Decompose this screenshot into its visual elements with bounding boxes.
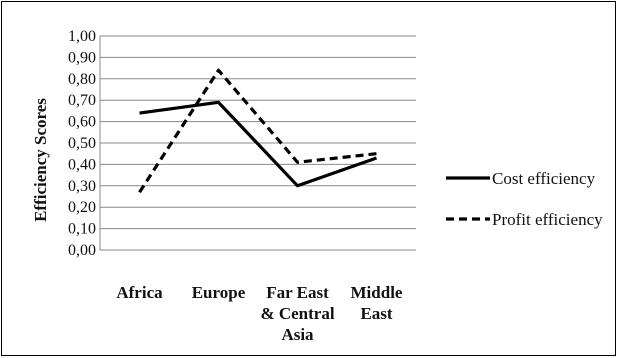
y-tick-label: 0,30 xyxy=(68,178,96,195)
y-tick-label: 1,00 xyxy=(68,28,96,45)
x-tick-label-line: Far East xyxy=(266,283,329,302)
x-tick-label: Europe xyxy=(192,283,246,302)
y-tick-label: 0,60 xyxy=(68,114,96,131)
x-tick-label-line: & Central xyxy=(260,304,334,323)
y-tick-label: 0,90 xyxy=(68,49,96,66)
y-tick-label: 0,80 xyxy=(68,71,96,88)
legend: Cost efficiency Profit efficiency xyxy=(446,169,603,229)
legend-label: Cost efficiency xyxy=(492,169,596,188)
y-axis-title: Efficiency Scores xyxy=(31,98,50,222)
y-tick-label: 0,00 xyxy=(68,242,96,259)
series-lines xyxy=(138,68,378,194)
series-line-cost-efficiency xyxy=(139,100,378,188)
x-tick-label-line: Asia xyxy=(281,325,314,344)
x-tick-label: Far East & Central Asia xyxy=(260,283,334,344)
y-tick-label: 0,20 xyxy=(68,199,96,216)
y-tick-labels: 0,00 0,10 0,20 0,30 0,40 0,50 0,60 0,70 0,80 0,90… xyxy=(68,28,96,259)
x-tick-label-line: Africa xyxy=(116,283,163,302)
y-tick-label: 0,40 xyxy=(68,156,96,173)
y-tick-label: 0,70 xyxy=(68,92,96,109)
x-tick-label-line: Middle xyxy=(351,283,403,302)
legend-label: Profit efficiency xyxy=(492,210,603,229)
y-tick-label: 0,10 xyxy=(68,221,96,238)
x-tick-label: Africa xyxy=(116,283,163,302)
series-line-profit-efficiency xyxy=(138,68,377,194)
x-tick-label-line: East xyxy=(360,304,392,323)
axes xyxy=(99,36,416,251)
x-tick-label: Middle East xyxy=(351,283,403,323)
y-tick-label: 0,50 xyxy=(68,135,96,152)
x-tick-labels: Africa Europe Far East & Central Asia Middle E… xyxy=(116,283,403,344)
x-tick-label-line: Europe xyxy=(192,283,246,302)
